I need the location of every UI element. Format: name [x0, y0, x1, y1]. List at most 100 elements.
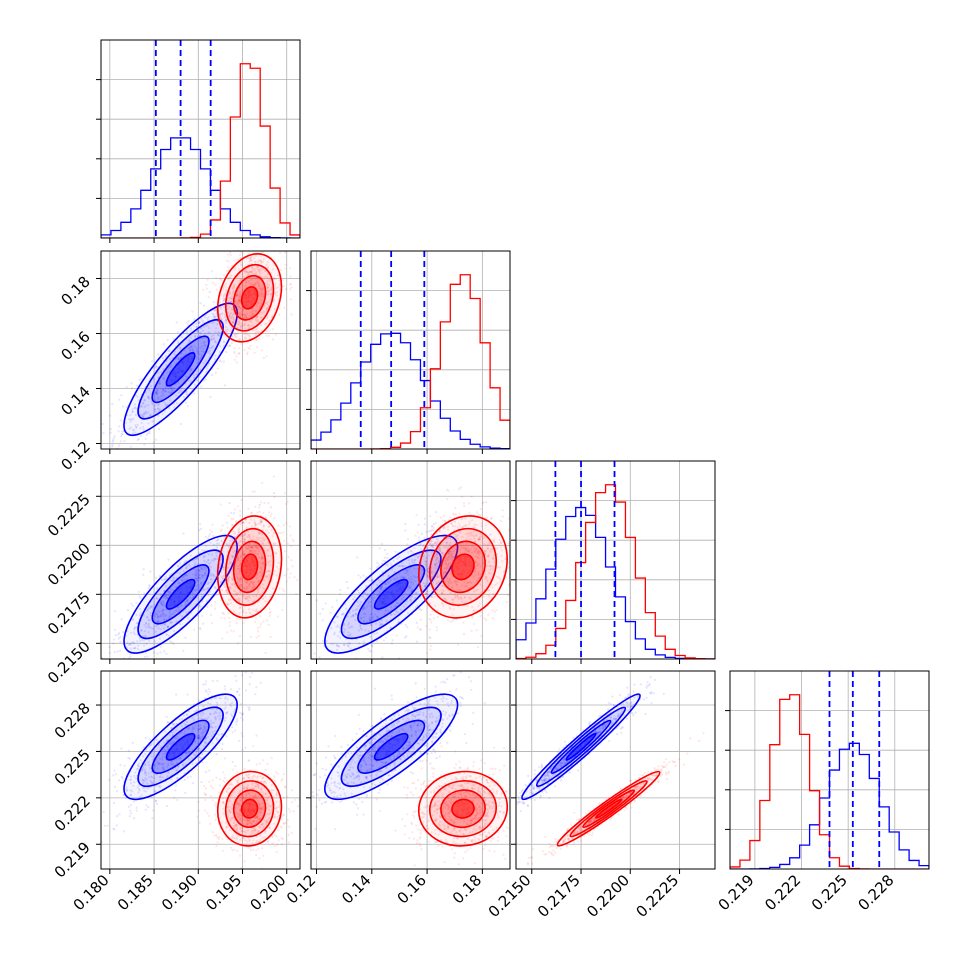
scatter-point: [148, 745, 151, 748]
scatter-point: [153, 776, 156, 780]
scatter-point: [414, 575, 417, 579]
scatter-point: [178, 572, 181, 575]
scatter-point: [214, 371, 217, 374]
scatter-point: [271, 338, 275, 341]
scatter-point: [135, 626, 138, 629]
scatter-point: [422, 558, 425, 561]
scatter-point: [446, 547, 449, 550]
scatter-point: [256, 630, 260, 633]
scatter-point: [238, 530, 241, 534]
scatter-point: [268, 319, 271, 322]
scatter-point: [125, 786, 128, 789]
scatter-point: [261, 537, 264, 540]
scatter-point: [376, 562, 379, 565]
scatter-point: [215, 554, 219, 557]
scatter-point: [223, 719, 226, 722]
scatter-point: [211, 367, 214, 370]
scatter-point: [142, 635, 145, 638]
scatter-point: [250, 550, 253, 553]
scatter-point: [249, 582, 252, 586]
scatter-point: [230, 569, 233, 572]
scatter-point: [268, 614, 271, 618]
scatter-point: [235, 301, 238, 304]
scatter-point: [165, 594, 168, 598]
scatter-point: [238, 606, 241, 610]
scatter-point: [128, 815, 131, 818]
scatter-point: [259, 316, 262, 319]
scatter-point: [184, 730, 187, 733]
scatter-point: [262, 561, 265, 564]
scatter-point: [457, 597, 460, 600]
scatter-point: [132, 429, 136, 432]
scatter-point: [247, 599, 250, 602]
scatter-point: [186, 578, 189, 581]
scatter-point: [496, 582, 499, 585]
scatter-point: [152, 377, 155, 380]
scatter-point: [381, 656, 384, 659]
scatter-point: [195, 574, 198, 577]
scatter-point: [198, 756, 201, 759]
panel-frame: [310, 250, 511, 450]
scatter-point: [257, 553, 260, 556]
scatter-point: [155, 587, 159, 590]
scatter-point: [228, 296, 231, 299]
scatter-point: [413, 547, 416, 550]
scatter-point: [247, 334, 250, 337]
scatter-point: [255, 327, 258, 330]
scatter-point: [231, 556, 234, 559]
scatter-point: [173, 352, 176, 355]
scatter-point: [238, 301, 241, 304]
scatter-point: [210, 530, 213, 533]
scatter-point: [507, 541, 510, 545]
scatter-point: [270, 528, 273, 532]
scatter-point: [143, 630, 146, 633]
scatter-point: [127, 456, 129, 458]
scatter-point: [430, 545, 433, 548]
scatter-point: [413, 580, 416, 583]
scatter-point: [511, 565, 513, 567]
scatter-point: [191, 762, 194, 765]
scatter-point: [195, 379, 198, 382]
histogram-area: [101, 40, 300, 238]
scatter-point: [251, 586, 254, 589]
scatter-point: [396, 610, 399, 613]
scatter-point: [245, 547, 248, 550]
scatter-point: [162, 613, 165, 616]
scatter-point: [255, 593, 258, 597]
scatter-point: [261, 295, 264, 298]
scatter-point: [150, 776, 154, 779]
scatter-point: [258, 274, 261, 277]
scatter-point: [478, 602, 482, 605]
scatter-point: [158, 409, 161, 412]
scatter-point: [220, 323, 223, 326]
scatter-point: [93, 815, 95, 817]
scatter-point: [161, 389, 165, 392]
scatter-point: [143, 399, 146, 402]
scatter-point: [152, 419, 155, 423]
scatter-point: [257, 560, 261, 563]
scatter-point: [82, 679, 84, 681]
scatter-point: [248, 257, 251, 260]
scatter-point: [378, 621, 381, 624]
histogram-area: [311, 251, 510, 449]
scatter-point: [390, 642, 394, 645]
scatter-point: [157, 784, 160, 788]
scatter-point: [248, 707, 251, 710]
scatter-point: [119, 440, 122, 443]
scatter-point: [250, 525, 253, 528]
scatter-point: [246, 547, 249, 550]
scatter-point: [425, 565, 428, 568]
scatter-point: [455, 539, 458, 542]
scatter-point: [202, 347, 205, 350]
scatter-point: [487, 560, 490, 564]
scatter-point: [222, 300, 225, 303]
scatter-point: [397, 611, 400, 614]
scatter-point: [235, 294, 238, 297]
scatter-point: [195, 325, 198, 328]
scatter-point: [260, 562, 263, 565]
scatter-point: [163, 401, 166, 404]
scatter-point: [266, 276, 269, 279]
scatter-point: [203, 332, 206, 335]
scatter-point: [340, 613, 343, 616]
scatter-point: [154, 390, 157, 393]
